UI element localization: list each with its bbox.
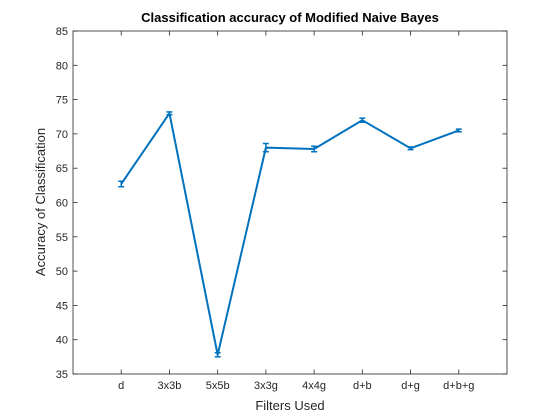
x-tick-label: 3x3g: [254, 380, 278, 392]
y-tick-label: 40: [56, 335, 68, 347]
data-point: [407, 146, 414, 151]
plot-area: [73, 31, 507, 374]
x-tick-label: d+b+g: [443, 380, 474, 392]
y-tick-label: 50: [56, 266, 68, 278]
y-tick-label: 35: [56, 369, 68, 381]
axes: 35 40 45 50 55 60 65 70 75 80 85 d 3x3b 5x5b 3x3g 4x4g d…: [56, 26, 508, 392]
data-point: [118, 180, 125, 188]
x-tick-label: d+b: [353, 380, 372, 392]
x-tick-label: 3x3b: [158, 380, 182, 392]
data-point: [311, 145, 318, 153]
data-point: [166, 111, 173, 116]
y-tick-label: 60: [56, 198, 68, 210]
x-tick-label: 4x4g: [302, 380, 326, 392]
data-point: [214, 351, 221, 358]
x-tick-label: d: [118, 380, 124, 392]
y-tick-label: 55: [56, 232, 68, 244]
y-tick-label: 75: [56, 95, 68, 107]
chart-title: Classification accuracy of Modified Naiv…: [141, 10, 439, 25]
y-tick-label: 80: [56, 60, 68, 72]
y-tick-label: 65: [56, 163, 68, 175]
data-point: [359, 117, 366, 123]
series-layer: [118, 111, 462, 358]
data-point: [455, 128, 462, 133]
y-tick-label: 70: [56, 129, 68, 141]
series-line: [120, 112, 460, 356]
x-tick-label: d+g: [401, 380, 420, 392]
data-point: [262, 142, 269, 153]
x-tick-label: 5x5b: [206, 380, 230, 392]
y-tick-label: 85: [56, 26, 68, 38]
y-axis-title: Accuracy of Classification: [33, 128, 48, 276]
x-axis-title: Filters Used: [255, 398, 324, 413]
y-tick-label: 45: [56, 300, 68, 312]
